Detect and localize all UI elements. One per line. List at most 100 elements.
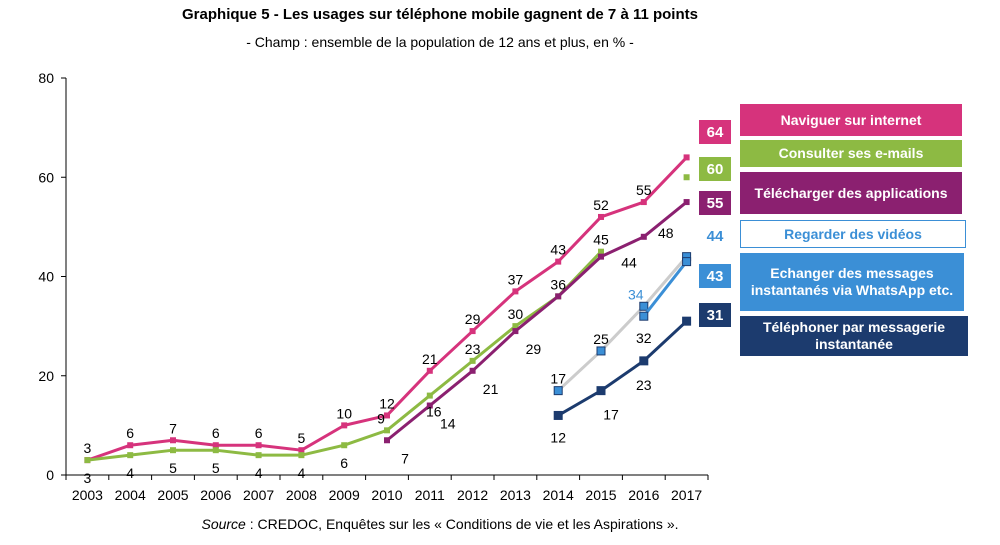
- legend-messagerie: Téléphoner par messagerie instantanée: [740, 316, 968, 356]
- point-internet: [127, 442, 134, 449]
- data-label-internet: 29: [465, 311, 481, 327]
- data-label-applications: 44: [621, 255, 637, 271]
- point-internet: [598, 213, 604, 220]
- point-messagerie: [639, 356, 649, 366]
- point-emails: [426, 392, 433, 399]
- point-emails: [683, 174, 690, 181]
- data-label-internet: 7: [169, 420, 177, 436]
- x-tick-label: 2009: [329, 487, 360, 503]
- point-applications: [384, 437, 390, 444]
- x-tick-label: 2016: [628, 487, 659, 503]
- x-tick-label: 2012: [457, 487, 488, 503]
- point-applications: [512, 328, 519, 335]
- point-messagerie: [553, 410, 563, 420]
- series-line-emails: [87, 250, 603, 462]
- legend-applications: Télécharger des applications: [740, 172, 962, 214]
- point-emails: [512, 323, 519, 330]
- data-label-internet: 6: [255, 425, 263, 441]
- y-tick-label: 60: [38, 169, 54, 185]
- end-badge-applications: 55: [699, 191, 731, 215]
- data-label-emails: 9: [377, 410, 385, 426]
- legend-emails: Consulter ses e-mails: [740, 140, 962, 167]
- x-tick-label: 2014: [543, 487, 574, 503]
- data-label-messagerie: 17: [603, 407, 619, 423]
- data-label-emails: 30: [508, 306, 524, 322]
- data-label-emails: 45: [593, 232, 609, 248]
- point-videos: [639, 301, 649, 311]
- point-videos: [596, 346, 606, 356]
- point-emails: [469, 357, 476, 364]
- x-tick-label: 2005: [157, 487, 188, 503]
- data-label-messagerie: 12: [550, 429, 566, 445]
- point-messagerie: [682, 316, 692, 326]
- point-internet: [512, 288, 519, 295]
- series-line-applications: [386, 200, 688, 442]
- point-internet: [426, 367, 433, 374]
- source-note: Source : CREDOC, Enquêtes sur les « Cond…: [0, 516, 880, 532]
- point-videos: [553, 386, 563, 396]
- point-emails: [384, 427, 390, 434]
- point-internet: [640, 199, 647, 206]
- x-tick-label: 2011: [415, 487, 445, 503]
- x-tick-label: 2003: [72, 487, 103, 503]
- x-tick-label: 2004: [115, 487, 146, 503]
- data-label-emails: 4: [298, 465, 306, 481]
- data-label-emails: 16: [426, 404, 442, 420]
- data-label-emails: 5: [169, 460, 177, 476]
- data-label-whatsapp: 32: [636, 330, 652, 346]
- point-applications: [640, 233, 647, 240]
- x-tick-label: 2006: [200, 487, 231, 503]
- point-messagerie: [596, 386, 606, 396]
- data-label-applications: 29: [526, 341, 542, 357]
- end-badge-videos: 44: [699, 224, 731, 248]
- point-internet: [555, 258, 562, 265]
- legend-videos: Regarder des vidéos: [740, 220, 966, 248]
- point-internet: [384, 412, 390, 419]
- x-tick-label: 2013: [500, 487, 531, 503]
- data-label-applications: 21: [483, 381, 499, 397]
- data-label-emails: 23: [465, 341, 481, 357]
- data-label-emails: 3: [84, 470, 92, 486]
- data-label-applications: 36: [550, 276, 566, 292]
- data-label-videos: 17: [550, 371, 566, 387]
- data-label-internet: 6: [126, 425, 134, 441]
- point-applications: [469, 367, 476, 374]
- x-tick-label: 2017: [671, 487, 702, 503]
- y-tick-label: 0: [46, 467, 54, 483]
- end-badge-messagerie: 31: [699, 303, 731, 327]
- point-applications: [426, 402, 433, 409]
- chart-title: Graphique 5 - Les usages sur téléphone m…: [182, 6, 698, 23]
- point-whatsapp: [639, 311, 649, 321]
- point-emails: [127, 452, 134, 459]
- point-internet: [683, 154, 690, 161]
- point-emails: [598, 248, 604, 255]
- point-whatsapp: [682, 257, 692, 267]
- x-tick-label: 2015: [585, 487, 616, 503]
- data-label-internet: 21: [422, 351, 438, 367]
- end-badge-internet: 64: [699, 120, 731, 144]
- data-label-messagerie: 23: [636, 377, 652, 393]
- series-line-whatsapp: [642, 260, 688, 318]
- point-applications: [555, 293, 562, 300]
- end-badge-whatsapp: 43: [699, 264, 731, 288]
- data-label-applications: 14: [440, 416, 456, 432]
- point-applications: [683, 199, 690, 206]
- x-tick-label: 2008: [286, 487, 317, 503]
- point-internet: [341, 422, 348, 429]
- data-label-emails: 4: [126, 465, 134, 481]
- y-tick-label: 80: [38, 70, 54, 86]
- data-label-videos: 25: [593, 331, 609, 347]
- data-label-internet: 3: [84, 440, 92, 456]
- source-text: : CREDOC, Enquêtes sur les « Conditions …: [245, 516, 679, 532]
- data-label-applications: 48: [658, 225, 674, 241]
- data-label-videos: 34: [628, 286, 644, 302]
- point-emails: [341, 442, 348, 449]
- data-label-internet: 55: [636, 182, 652, 198]
- point-emails: [84, 457, 91, 464]
- data-label-internet: 10: [336, 405, 352, 421]
- point-internet: [170, 437, 176, 444]
- legend-internet: Naviguer sur internet: [740, 104, 962, 136]
- point-emails: [255, 452, 262, 459]
- point-internet: [212, 442, 219, 449]
- data-label-emails: 4: [255, 465, 263, 481]
